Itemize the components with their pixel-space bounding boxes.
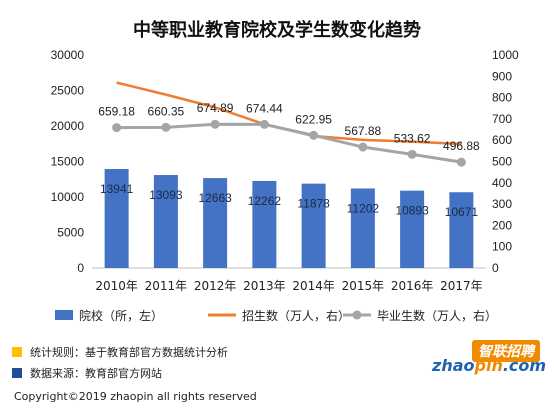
graduates-point [161,122,171,132]
x-tick-label: 2014年 [292,279,335,293]
bar-value-label: 12663 [198,191,232,205]
y-left-tick-label: 0 [77,261,84,275]
legend: 院校（所，左） 招生数（万人，右） 毕业生数（万人，右） [55,308,497,323]
logo-cn-text: 智联招聘 [472,340,540,362]
x-tick-label: 2013年 [243,279,286,293]
y-right-tick-label: 500 [492,155,512,169]
graduates-value-label: 567.88 [345,124,382,138]
graduates-line [116,122,462,164]
legend-bar-swatch [55,310,73,320]
logo-en-part2: pin [474,356,503,375]
bar [252,180,277,268]
y-right-tick-label: 1000 [492,48,519,62]
y-right-tick-label: 100 [492,240,512,254]
y-right-tick-label: 800 [492,91,512,105]
data-source-note: 数据来源：教育部官方网站 [12,365,162,381]
x-tick-label: 2011年 [145,279,188,293]
y-right-tick-label: 300 [492,197,512,211]
graduates-value-label: 674.44 [246,101,283,115]
legend-label: 毕业生数（万人，右） [377,308,497,323]
axes: 0 5000 10000 15000 20000 25000 30000 0 100 200 300… [51,48,519,293]
data-source-marker [12,368,22,378]
legend-label: 招生数（万人，右） [242,308,350,323]
y-right-tick-label: 0 [492,261,499,275]
logo-en-text: zhaopin.com [432,356,546,375]
graduates-point [407,149,417,159]
graduates-point [210,119,220,129]
bar-value-label: 12262 [248,194,282,208]
y-right-tick-label: 900 [492,69,512,83]
x-tick-label: 2017年 [440,279,483,293]
graduates-value-label: 496.88 [443,139,480,153]
graduates-value-label: 660.35 [148,104,185,118]
y-left-tick-label: 30000 [51,48,85,62]
graduates-value-label: 622.95 [295,112,332,126]
bar-value-label: 11202 [347,201,380,215]
y-left-tick-label: 20000 [51,119,85,133]
graduates-point [309,130,319,140]
y-right-tick-label: 200 [492,218,512,232]
bar [301,183,326,268]
y-left-tick-label: 25000 [51,84,85,98]
graduates-point [259,119,269,129]
bar [350,188,375,268]
x-tick-label: 2015年 [342,279,385,293]
data-source-text: 数据来源：教育部官方网站 [30,367,162,380]
logo-en-part1: zhao [432,356,475,375]
legend-marker [352,310,362,320]
y-right-tick-label: 400 [492,176,512,190]
graduates-point [358,142,368,152]
lines [112,81,466,167]
data-labels: 13941 13093 12663 12262 11878 11202 10893 10671… [98,101,480,219]
bar-value-label: 10671 [445,205,479,219]
x-tick-label: 2016年 [391,279,434,293]
chart: 中等职业教育院校及学生数变化趋势 05000100001500020000250… [51,19,519,323]
bar-value-label: 13941 [100,182,134,196]
y-left-tick-label: 5000 [57,226,84,240]
y-left-tick-label: 10000 [51,190,85,204]
logo-en-part3: .com [502,356,547,375]
footer: 统计规则：基于教育部官方数据统计分析 数据来源：教育部官方网站 智联招聘 zha… [0,338,554,416]
bar-value-label: 11878 [297,197,330,211]
y-left-tick-label: 15000 [51,155,85,169]
bars [104,169,474,268]
x-tick-label: 2012年 [194,279,237,293]
bar [203,178,228,268]
bar-value-label: 10893 [395,204,429,218]
graduates-value-label: 533.62 [394,131,431,145]
bar [400,190,425,268]
stat-rule-marker [12,347,22,357]
y-right-tick-label: 700 [492,112,512,126]
legend-label: 院校（所，左） [79,308,163,323]
graduates-value-label: 674.89 [197,101,234,115]
bar [104,169,129,268]
y-right-tick-label: 600 [492,133,512,147]
chart-title: 中等职业教育院校及学生数变化趋势 [133,19,421,41]
bar [153,175,178,268]
bar-value-label: 13093 [149,188,183,202]
stat-rule-note: 统计规则：基于教育部官方数据统计分析 [12,344,228,360]
bar [449,192,474,268]
zhaopin-logo: 智联招聘 zhaopin.com [430,340,550,380]
graduates-point [112,123,122,133]
copyright-text: Copyright©2019 zhaopin all rights reserv… [14,390,257,403]
stat-rule-text: 统计规则：基于教育部官方数据统计分析 [30,346,228,359]
graduates-value-label: 659.18 [98,105,135,119]
graduates-point [456,157,466,167]
x-tick-label: 2010年 [95,279,138,293]
